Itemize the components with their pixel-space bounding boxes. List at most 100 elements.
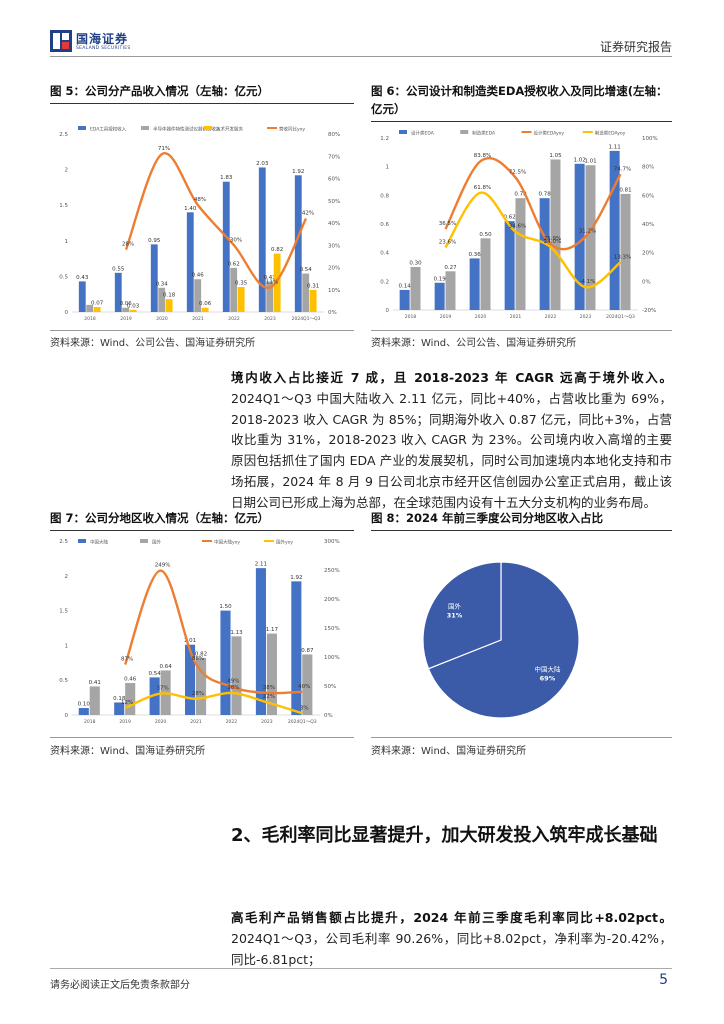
bar-value-label: 1.05 bbox=[549, 153, 562, 159]
fig5-title-rule bbox=[50, 103, 354, 104]
bar bbox=[258, 167, 266, 312]
x-axis-tick: 2022 bbox=[545, 314, 557, 320]
bar-value-label: 0.06 bbox=[199, 301, 212, 307]
bar-value-label: 0.50 bbox=[479, 232, 492, 238]
bar-value-label: 1.83 bbox=[220, 175, 233, 181]
bar bbox=[480, 238, 491, 310]
bar bbox=[122, 307, 130, 312]
bar-value-label: 0.34 bbox=[156, 281, 169, 287]
right-axis-tick: -20% bbox=[642, 308, 656, 314]
left-axis-tick: 0 bbox=[65, 310, 69, 316]
paragraph-body: 2024Q1～Q3 中国大陆收入 2.11 亿元，同比+40%，占营收比重为 6… bbox=[231, 390, 672, 510]
line-value-label: 71% bbox=[158, 146, 170, 152]
page-number: 5 bbox=[659, 972, 668, 988]
legend-label: 半导体器件特性测试仪器销售收入 bbox=[153, 126, 221, 133]
line-value-label: -4.1% bbox=[580, 279, 596, 285]
left-axis-tick: 0.6 bbox=[380, 222, 389, 228]
bar bbox=[504, 221, 515, 310]
x-axis-tick: 2019 bbox=[120, 316, 132, 322]
legend-swatch bbox=[140, 539, 148, 543]
bar-value-label: 0.78 bbox=[514, 192, 527, 198]
paragraph2-lead: 高毛利产品销售额占比提升，2024 年前三季度毛利率同比+8.02pct。 bbox=[231, 910, 672, 925]
x-axis-tick: 2024Q1～Q3 bbox=[292, 316, 321, 322]
x-axis-tick: 2024Q1～Q3 bbox=[606, 314, 635, 320]
fig5-bottom-rule bbox=[50, 330, 354, 331]
bar bbox=[114, 702, 125, 715]
bar-value-label: 0.18 bbox=[163, 293, 176, 299]
left-axis-tick: 0.5 bbox=[59, 678, 68, 684]
fig7-title-rule bbox=[50, 530, 354, 531]
bar bbox=[78, 708, 89, 715]
bar-value-label: 0.10 bbox=[78, 702, 91, 708]
bar-value-label: 0.78 bbox=[539, 192, 552, 198]
line-value-label: 38% bbox=[227, 685, 239, 691]
pie-label-value: 31% bbox=[447, 611, 463, 619]
bar bbox=[445, 271, 456, 310]
bar-value-label: 1.50 bbox=[219, 604, 232, 610]
right-axis-tick: 40% bbox=[642, 222, 654, 228]
bar bbox=[196, 657, 207, 715]
right-axis-tick: 0% bbox=[328, 310, 337, 316]
bar-value-label: 1.40 bbox=[184, 206, 197, 212]
line-value-label: 83.8% bbox=[474, 153, 491, 159]
bar bbox=[237, 287, 245, 312]
bar-value-label: 0.41 bbox=[89, 680, 101, 686]
fig8-title: 图 8：2024 年前三季度公司分地区收入占比 bbox=[371, 511, 604, 525]
pie-slice bbox=[422, 561, 502, 670]
bar bbox=[585, 165, 596, 310]
bar-value-label: 0.14 bbox=[399, 283, 412, 289]
bar bbox=[399, 289, 410, 310]
bar-value-label: 0.55 bbox=[112, 266, 125, 272]
footer-disclaimer: 请务必阅读正文后免责条款部分 bbox=[50, 980, 190, 991]
line-value-label: 42% bbox=[302, 211, 314, 217]
bar-value-label: 1.17 bbox=[266, 627, 279, 633]
left-axis-tick: 1.5 bbox=[59, 609, 68, 615]
line-value-label: 72.5% bbox=[509, 169, 526, 175]
legend-label: 国外yoy bbox=[276, 539, 293, 546]
line-value-label: 13.3% bbox=[614, 254, 631, 260]
right-axis-tick: 70% bbox=[328, 154, 340, 160]
line-value-label: 28% bbox=[122, 242, 134, 248]
x-axis-tick: 2021 bbox=[510, 314, 522, 320]
bar-value-label: 0.54 bbox=[149, 671, 162, 677]
legend-label: 中国大陆yoy bbox=[214, 539, 240, 546]
right-axis-tick: 40% bbox=[328, 221, 340, 227]
bar-value-label: 0.82 bbox=[271, 247, 283, 253]
line-value-label: 88% bbox=[192, 656, 204, 662]
line-value-label: 12% bbox=[121, 700, 133, 706]
bar bbox=[86, 304, 94, 312]
bar bbox=[129, 309, 137, 312]
paragraph-regional-revenue: 境内收入占比接近 7 成，且 2018-2023 年 CAGR 远高于境外收入。… bbox=[231, 368, 672, 514]
bar-value-label: 0.95 bbox=[148, 238, 161, 244]
bar bbox=[222, 181, 230, 312]
bar bbox=[515, 198, 526, 310]
left-axis-tick: 2.5 bbox=[59, 539, 68, 545]
right-axis-tick: 100% bbox=[642, 136, 658, 142]
fig7-source: 资料来源：Wind、国海证券研究所 bbox=[50, 746, 206, 757]
x-axis-tick: 2020 bbox=[475, 314, 487, 320]
paragraph-lead: 境内收入占比接近 7 成，且 2018-2023 年 CAGR 远高于境外收入。 bbox=[231, 370, 672, 385]
bar-value-label: 0.81 bbox=[619, 187, 631, 193]
fig7-title: 图 7：公司分地区收入情况（左轴：亿元） bbox=[50, 511, 270, 525]
bar-value-label: 0.30 bbox=[409, 261, 422, 267]
fig6-source: 资料来源：Wind、公司公告、国海证券研究所 bbox=[371, 338, 577, 349]
x-axis-tick: 2018 bbox=[405, 314, 417, 320]
legend-swatch bbox=[141, 126, 149, 130]
bar-value-label: 2.03 bbox=[256, 161, 269, 167]
bar-value-label: 0.64 bbox=[159, 664, 172, 670]
legend-label: EDA工具授权收入 bbox=[90, 126, 127, 133]
series-line bbox=[444, 191, 622, 289]
bar-value-label: 0.62 bbox=[504, 215, 516, 221]
paragraph2-body: 2024Q1～Q3，公司毛利率 90.26%，同比+8.02pct，净利率为-2… bbox=[231, 930, 672, 967]
x-axis-tick: 2022 bbox=[228, 316, 240, 322]
bar-value-label: 0.06 bbox=[120, 301, 133, 307]
bar-value-label: 1.11 bbox=[609, 144, 621, 150]
fig6-title-rule bbox=[371, 121, 672, 122]
bar bbox=[273, 253, 281, 312]
bar bbox=[231, 636, 242, 715]
left-axis-tick: 1 bbox=[65, 239, 69, 245]
bar-value-label: 1.92 bbox=[290, 575, 302, 581]
bar bbox=[294, 175, 302, 312]
pie-label-name: 国外 bbox=[448, 601, 462, 610]
